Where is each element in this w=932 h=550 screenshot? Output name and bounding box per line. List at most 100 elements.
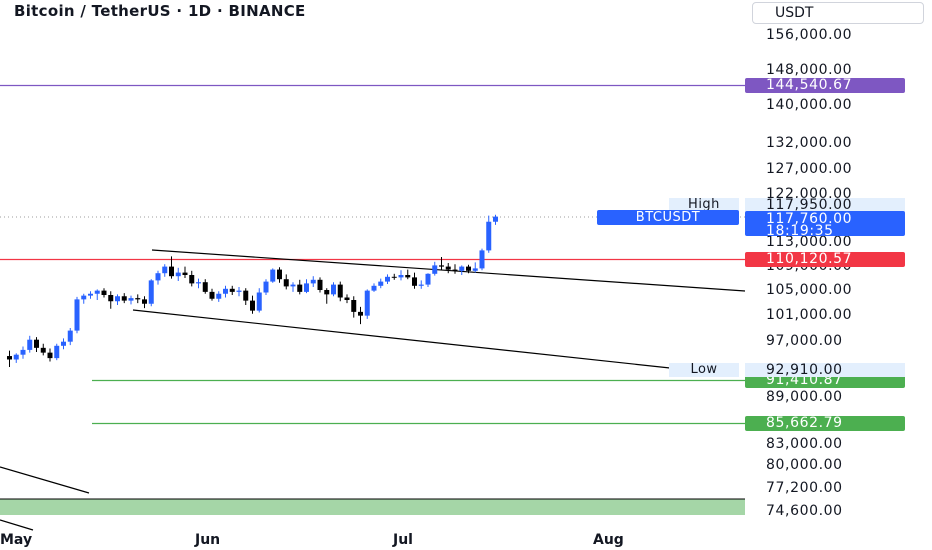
candle [405,269,411,280]
channel-lower-line[interactable] [132,309,671,369]
chart-title: Bitcoin / TetherUS · 1D · BINANCE [14,2,306,20]
candle-body [304,283,309,292]
candle-body [216,293,222,299]
candle-body [67,330,73,342]
candle-body [391,276,397,278]
candle-body [34,339,39,348]
candle-body [479,250,485,269]
candle [236,287,242,297]
candle-body [277,269,282,280]
candle-body [169,266,174,277]
time-tick: Aug [593,532,624,548]
price-tick: 156,000.00 [766,27,853,43]
candle-body [74,299,80,331]
candle [229,285,235,295]
candle [128,295,134,305]
candle [216,291,222,302]
candle-body [337,284,343,298]
candle-body [27,339,33,350]
price-tick: 97,000.00 [766,333,843,349]
candle [412,272,417,289]
candle [344,294,350,304]
candle [182,266,188,278]
support-zone[interactable] [0,499,745,515]
candle-body [256,292,262,311]
candle [297,279,303,295]
candle [209,288,215,301]
last-price-box: 117,760.00 18:19:35 [745,211,905,239]
candle-body [324,290,330,295]
candle-body [13,354,19,360]
candle-body [493,216,498,222]
candle-body [47,352,53,359]
candle [418,280,424,289]
candle [135,294,141,304]
candle-body [223,288,228,294]
candle [196,278,201,289]
old-trend-line-1[interactable] [0,466,90,494]
candle [148,279,154,307]
candle [324,288,330,304]
candle [67,328,73,346]
candle-body [40,347,46,353]
candle-body [229,288,235,292]
candle [101,288,107,298]
candle [74,296,80,334]
candle [142,296,147,309]
candle-body [283,279,289,287]
candle [290,282,296,292]
candle [108,291,114,309]
candle [283,274,289,290]
candle-body [263,281,269,293]
candle [472,262,478,273]
candle-body [54,345,60,359]
candle-body [243,290,249,301]
low-label: Low [669,363,739,377]
symbol-label: BTCUSDT [597,210,739,225]
candle [202,279,208,294]
candle [331,282,336,297]
candle-body [371,285,377,291]
high-value: 117,950.00 [745,198,905,212]
candle [263,279,269,295]
candle [250,295,255,314]
candle-body [364,290,370,316]
candle [277,267,282,283]
candle-body [310,279,316,284]
candle [364,289,370,319]
candle [155,270,161,285]
candle-body [7,356,12,360]
candle [175,267,181,281]
candle-body [202,282,208,292]
candle-body [81,295,87,300]
candle-body [445,266,451,270]
price-tick: 101,000.00 [766,307,853,323]
candle-body [88,293,93,296]
candle [189,270,195,287]
candle [466,264,471,274]
price-tick: 77,200.00 [766,480,843,496]
time-tick: Jun [195,532,221,548]
candle-body [175,272,181,277]
candle [337,281,343,302]
bar-countdown: 18:19:35 [766,223,834,239]
currency-selector[interactable]: USDT [752,2,924,24]
price-tick: 89,000.00 [766,389,843,405]
candle [243,288,249,305]
candle [81,293,87,304]
level-price-box: 110,120.57 [745,252,905,268]
candle [493,214,498,225]
high-label: High [669,198,739,212]
candle-body [115,296,120,302]
candle-body [20,349,26,355]
price-tick: 132,000.00 [766,135,853,151]
candle [47,348,53,362]
candle [88,291,93,299]
price-tick: 148,000.00 [766,62,853,78]
price-tick: 140,000.00 [766,97,853,113]
old-trend-line-2[interactable] [0,519,34,531]
candle [20,346,26,359]
candle [310,276,316,287]
candle-body [418,284,424,286]
